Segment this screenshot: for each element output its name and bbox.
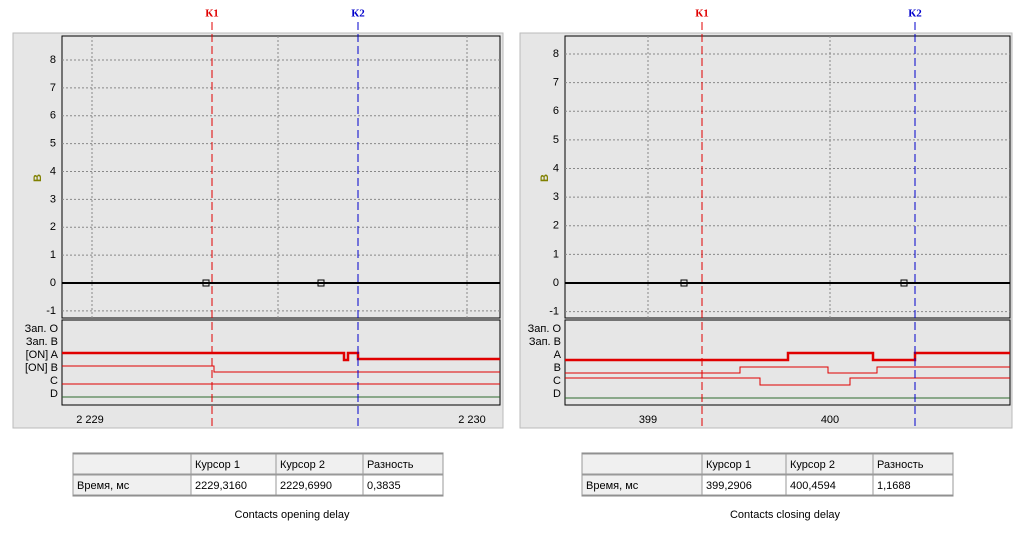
header-cell	[362, 453, 444, 475]
channel-label: D	[553, 388, 561, 400]
column-header: Курсор 1	[195, 459, 240, 471]
channel-label: C	[50, 375, 58, 387]
channel-label: Зап. В	[26, 336, 58, 348]
column-header: Разность	[877, 459, 924, 471]
x-tick-label: 400	[821, 414, 839, 426]
plot-area	[61, 35, 501, 319]
y-tick-label: 1	[50, 249, 56, 261]
channel-label: [ON] A	[26, 349, 59, 361]
y-tick-label: 4	[553, 162, 559, 174]
y-tick-label: 0	[50, 277, 56, 289]
cell	[362, 474, 444, 496]
table-cell: 0,3835	[367, 480, 401, 492]
y-tick-label: 8	[50, 54, 56, 66]
signal-trace	[565, 366, 1010, 374]
y-tick-label: 6	[50, 110, 56, 122]
y-tick-label: 6	[553, 105, 559, 117]
table-cell: Время, мс	[77, 480, 130, 492]
channel-label: Зап. В	[529, 336, 561, 348]
x-tick-label: 2 230	[458, 414, 486, 426]
y-tick-label: 5	[553, 134, 559, 146]
y-tick-label: 7	[553, 77, 559, 89]
channel-label: Зап. О	[25, 323, 59, 335]
marker	[202, 279, 210, 287]
channel-label: Зап. О	[528, 323, 562, 335]
y-tick-label: 7	[50, 82, 56, 94]
y-tick-label: -1	[46, 305, 56, 317]
channel-label: B	[554, 362, 561, 374]
signal-trace	[565, 377, 1010, 386]
table-cell: 400,4594	[790, 480, 836, 492]
channel-label: A	[554, 349, 562, 361]
table-cell: 399,2906	[706, 480, 752, 492]
channel-label: C	[553, 375, 561, 387]
signal-trace	[565, 351, 1010, 362]
column-header: Курсор 2	[280, 459, 325, 471]
y-tick-label: 0	[553, 277, 559, 289]
caption: Contacts closing delay	[730, 509, 841, 521]
cursor-label: К2	[351, 8, 365, 20]
y-tick-label: 2	[50, 221, 56, 233]
plot-area	[564, 35, 1011, 319]
logic-area	[564, 319, 1011, 406]
y-tick-label: -1	[549, 306, 559, 318]
table-cell: 1,1688	[877, 480, 911, 492]
cursor-label: К1	[695, 8, 708, 20]
y-axis-label: В	[539, 174, 551, 182]
marker	[900, 279, 908, 287]
table-cell: Время, мс	[586, 480, 639, 492]
cursor-label: К2	[908, 8, 922, 20]
y-tick-label: 2	[553, 220, 559, 232]
channel-label: [ON] B	[25, 362, 58, 374]
caption: Contacts opening delay	[235, 509, 350, 521]
column-header: Курсор 2	[790, 459, 835, 471]
cursor-label: К1	[205, 8, 218, 20]
logic-area	[61, 319, 501, 406]
column-header: Разность	[367, 459, 414, 471]
x-tick-label: 399	[639, 414, 657, 426]
table-cell: 2229,3160	[195, 480, 247, 492]
marker	[680, 279, 688, 287]
y-tick-label: 8	[553, 48, 559, 60]
marker	[317, 279, 325, 287]
y-tick-label: 5	[50, 138, 56, 150]
y-tick-label: 1	[553, 248, 559, 260]
table-cell: 2229,6990	[280, 480, 332, 492]
header-cell	[581, 453, 703, 475]
y-tick-label: 4	[50, 165, 56, 177]
cell	[872, 474, 954, 496]
y-tick-label: 3	[553, 191, 559, 203]
header-cell	[872, 453, 954, 475]
x-tick-label: 2 229	[76, 414, 104, 426]
signal-trace	[62, 365, 500, 373]
header-cell	[72, 453, 192, 475]
channel-label: D	[50, 388, 58, 400]
y-tick-label: 3	[50, 193, 56, 205]
y-axis-label: В	[32, 174, 44, 182]
column-header: Курсор 1	[706, 459, 751, 471]
